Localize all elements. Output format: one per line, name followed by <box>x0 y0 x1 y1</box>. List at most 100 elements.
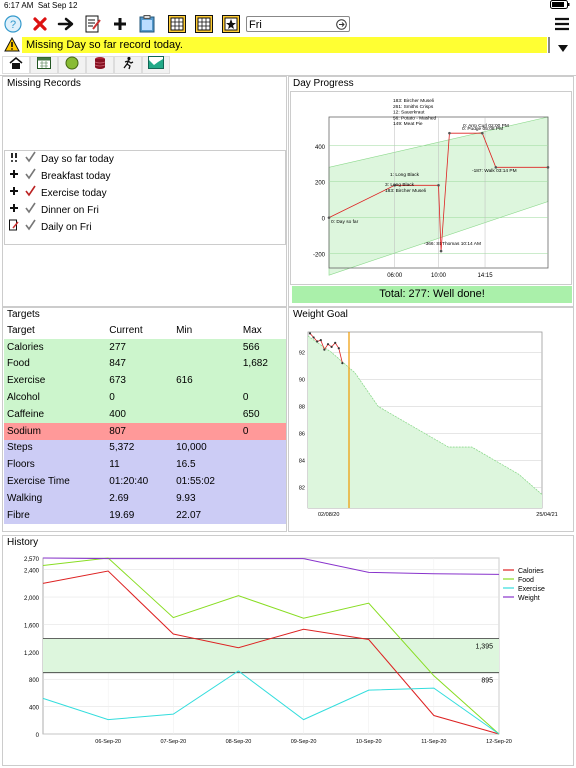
table-row[interactable]: Food 847 1,682 <box>4 355 286 373</box>
table-row[interactable]: Caffeine 400 650 <box>4 405 286 423</box>
table-cell-name: Steps <box>4 439 107 457</box>
y-tick-label: -200 <box>313 253 326 259</box>
calendar-icon <box>37 56 51 74</box>
table-cell-max <box>239 489 286 507</box>
list-item-label: Day so far today <box>41 154 114 165</box>
data-point <box>448 131 451 135</box>
calendar-star-icon[interactable] <box>221 14 241 34</box>
table-row[interactable]: Exercise 673 616 <box>4 372 286 390</box>
list-item[interactable]: Breakfast today <box>5 168 285 185</box>
chart-note: 56: Potato - Mashed <box>393 115 437 121</box>
chart-note: 12: Sauerkraut <box>393 110 425 116</box>
table-cell-current: 5,372 <box>106 439 174 457</box>
table-cell-min <box>173 338 240 356</box>
targets-table: Target Current Min Max Calories 277 566 Foo… <box>4 322 286 524</box>
help-icon[interactable]: ? <box>3 14 23 34</box>
x-tick-label: 02/08/20 <box>318 512 339 518</box>
table-cell-max <box>239 473 286 490</box>
forward-icon[interactable] <box>56 14 76 34</box>
targets-title: Targets <box>7 309 40 320</box>
targets-panel: Targets <box>2 307 287 532</box>
check-icon <box>25 168 36 186</box>
table-cell-current: 11 <box>106 456 174 474</box>
header-target: Target <box>7 324 35 336</box>
table-cell-max <box>239 456 286 474</box>
table-cell-max <box>239 439 286 457</box>
data-point <box>334 341 337 344</box>
table-row[interactable]: Alcohol 0 0 <box>4 389 286 406</box>
series-line-exercise <box>42 670 500 735</box>
list-item[interactable]: Daily on Fri <box>5 219 285 236</box>
y-tick-label: 400 <box>315 145 326 151</box>
tab-food[interactable] <box>58 56 86 74</box>
x-tick-label: 08-Sep-20 <box>226 739 252 745</box>
tab-calendar[interactable] <box>30 56 58 74</box>
data-point <box>494 166 498 169</box>
clipboard-icon[interactable] <box>137 14 157 34</box>
goal-area <box>308 336 542 508</box>
y-tick-label: 84 <box>299 459 305 465</box>
data-point <box>437 184 440 187</box>
x-tick-label: 11-Sep-20 <box>421 739 446 745</box>
table-cell-name: Calories <box>4 338 107 356</box>
food-icon <box>65 56 79 75</box>
chart-note: 149: Meat Pie <box>393 121 423 127</box>
table-row[interactable]: Walking 2.69 9.93 <box>4 489 286 507</box>
y-tick-label: 90 <box>299 377 305 383</box>
y-tick-label: 92 <box>299 350 305 356</box>
calendar-grid-icon[interactable] <box>167 14 187 34</box>
point-annotation: 0: Arm Curl 02:00 PM <box>463 123 509 129</box>
check-icon <box>25 151 36 169</box>
list-item[interactable]: Dinner on Fri <box>5 202 285 219</box>
data-point <box>312 336 315 339</box>
list-item[interactable]: Day so far today <box>5 151 285 168</box>
go-icon[interactable] <box>336 19 347 35</box>
table-cell-current: 807 <box>106 422 174 440</box>
svg-text:?: ? <box>10 19 16 31</box>
data-point <box>326 343 330 346</box>
table-cell-max <box>239 506 286 524</box>
search-input[interactable]: Fri <box>246 16 350 32</box>
point-annotation: 183: Bircher Museli <box>385 188 426 194</box>
add-icon <box>9 202 19 220</box>
alert-scrollbar[interactable] <box>548 37 550 53</box>
tab-weight[interactable] <box>142 56 170 74</box>
table-row[interactable]: Exercise Time 01:20:40 01:55:02 <box>4 473 286 490</box>
y-tick-label: 1,600 <box>24 623 40 629</box>
tab-database[interactable] <box>86 56 114 74</box>
table-row[interactable]: Sodium 807 0 <box>4 422 286 440</box>
table-row[interactable]: Fibre 19.69 22.07 <box>4 506 286 524</box>
y-tick-label: 200 <box>315 181 326 187</box>
table-cell-name: Caffeine <box>4 405 107 423</box>
table-row[interactable]: Calories 277 566 <box>4 338 286 356</box>
table-cell-name: Alcohol <box>4 389 107 406</box>
y-tick-label: 400 <box>29 706 40 712</box>
menu-icon[interactable] <box>552 14 572 34</box>
weight-chart-icon <box>148 56 164 74</box>
add-icon[interactable] <box>110 14 130 34</box>
warning-icon <box>4 36 20 57</box>
x-tick-label: 25/04/21 <box>536 512 557 518</box>
table-cell-current: 847 <box>106 355 174 373</box>
alert-band <box>22 37 547 53</box>
edit-icon[interactable] <box>83 14 103 34</box>
tab-home[interactable] <box>2 56 30 74</box>
y-tick-label: 88 <box>299 404 305 410</box>
x-tick-label: 07-Sep-20 <box>160 739 186 745</box>
series-line <box>328 132 548 252</box>
history-title: History <box>7 537 39 548</box>
point-annotation: -187: Walk 03:14 PM <box>472 168 517 174</box>
tab-exercise[interactable] <box>114 56 142 74</box>
y-tick-label: 86 <box>299 432 305 438</box>
table-cell-min: 10,000 <box>173 439 240 457</box>
list-item[interactable]: Exercise today <box>5 185 285 202</box>
reference-label: 895 <box>481 678 493 685</box>
table-cell-name: Food <box>4 355 107 373</box>
chevron-down-icon[interactable] <box>557 40 569 58</box>
table-cell-max <box>239 372 286 390</box>
delete-icon[interactable] <box>30 14 50 34</box>
table-row[interactable]: Steps 5,372 10,000 <box>4 439 286 457</box>
table-row[interactable]: Floors 11 16.5 <box>4 456 286 474</box>
table-cell-name: Fibre <box>4 506 107 524</box>
calendar-icon[interactable] <box>194 14 214 34</box>
